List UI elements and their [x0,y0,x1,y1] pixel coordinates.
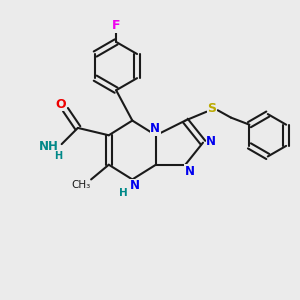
Text: S: S [207,102,216,115]
Text: N: N [206,135,216,148]
Text: N: N [150,122,160,135]
Text: N: N [185,165,195,178]
Text: F: F [112,19,120,32]
Text: CH₃: CH₃ [71,180,90,190]
Text: H: H [54,151,62,161]
Text: H: H [119,188,128,198]
Text: NH: NH [39,140,59,153]
Text: O: O [55,98,65,111]
Text: N: N [130,179,140,192]
